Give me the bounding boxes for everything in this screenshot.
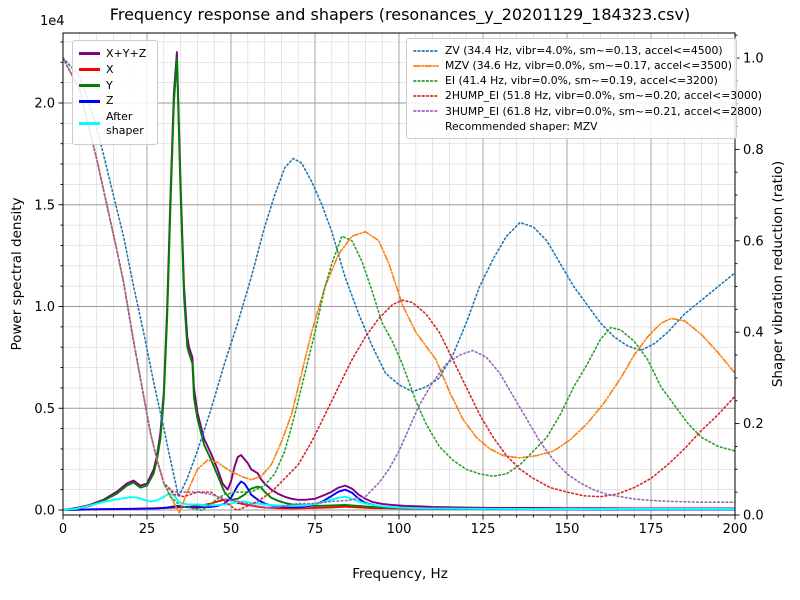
legend-label: 3HUMP_EI (61.8 Hz, vibr=0.0%, sm~=0.21, … [445, 104, 762, 118]
legend-line-swatch [79, 122, 100, 126]
svg-text:175: 175 [639, 522, 664, 537]
legend-label: Z [106, 94, 114, 108]
psd-curve-after-shaper [63, 492, 735, 511]
legend-label: X+Y+Z [106, 47, 147, 60]
svg-text:125: 125 [471, 522, 496, 537]
svg-text:0.0: 0.0 [743, 509, 764, 524]
svg-text:200: 200 [723, 522, 748, 537]
legend-line-swatch [79, 99, 100, 103]
legend-line-swatch [413, 95, 439, 98]
svg-text:150: 150 [555, 522, 580, 537]
legend-line-swatch [413, 124, 439, 130]
legend-psd: X+Y+Z X Y Z After shaper [72, 40, 158, 145]
x-axis-label: Frequency, Hz [352, 566, 448, 582]
legend-label: After shaper [106, 110, 144, 137]
svg-text:1.5: 1.5 [34, 198, 55, 213]
y-left-offset-label: 1e4 [40, 14, 65, 29]
legend-line-swatch [413, 49, 439, 52]
y-right-axis-label: Shaper vibration reduction (ratio) [770, 160, 786, 388]
legend-label: EI (41.4 Hz, vibr=0.0%, sm~=0.19, accel<… [445, 74, 718, 88]
shaper-curve-3hump_ei [63, 57, 735, 509]
legend-label: 2HUMP_EI (51.8 Hz, vibr=0.0%, sm~=0.20, … [445, 89, 762, 103]
legend-shaper-item-ei: EI (41.4 Hz, vibr=0.0%, sm~=0.19, accel<… [413, 73, 730, 88]
svg-text:0.6: 0.6 [743, 234, 764, 249]
legend-line-swatch [79, 52, 100, 56]
legend-line-swatch [79, 68, 100, 72]
legend-recommended-shaper: Recommended shaper: MZV [413, 119, 730, 134]
legend-psd-item-x: X [79, 63, 150, 77]
svg-text:0.2: 0.2 [743, 417, 764, 432]
legend-label: Recommended shaper: MZV [445, 119, 598, 133]
legend-label: ZV (34.4 Hz, vibr=4.0%, sm~=0.13, accel<… [445, 43, 723, 57]
legend-psd-item-z: Z [79, 94, 150, 108]
svg-text:25: 25 [139, 522, 156, 537]
legend-label: X [106, 62, 114, 76]
legend-shaper-item-2hump_ei: 2HUMP_EI (51.8 Hz, vibr=0.0%, sm~=0.20, … [413, 89, 762, 104]
svg-text:0.4: 0.4 [743, 326, 764, 341]
legend-shaper-item-3hump_ei: 3HUMP_EI (61.8 Hz, vibr=0.0%, sm~=0.21, … [413, 104, 762, 119]
y-left-axis-label: Power spectral density [9, 197, 25, 351]
legend-label: Y [106, 78, 113, 92]
legend-line-swatch [413, 64, 439, 67]
legend-shapers: ZV (34.4 Hz, vibr=4.0%, sm~=0.13, accel<… [406, 38, 762, 140]
svg-text:0: 0 [59, 522, 67, 537]
legend-psd-item-after-shaper: After shaper [79, 110, 150, 138]
tick-labels: 0 25 50 75 100 125 150 175 2000.00.51.01.52.00.0… [34, 52, 763, 538]
svg-text:0.5: 0.5 [34, 402, 55, 417]
shaper-curve-zv [63, 57, 735, 498]
legend-psd-item-y: Y [79, 79, 150, 93]
legend-line-swatch [413, 110, 439, 113]
legend-line-swatch [79, 83, 100, 87]
svg-text:100: 100 [387, 522, 412, 537]
svg-text:75: 75 [307, 522, 324, 537]
legend-line-swatch [413, 80, 439, 82]
shaper-curve-mzv [63, 57, 735, 514]
tick-marks [58, 34, 740, 520]
svg-text:0.0: 0.0 [34, 504, 55, 519]
legend-psd-item-x-y-z: X+Y+Z [79, 47, 150, 61]
svg-text:0.8: 0.8 [743, 143, 764, 158]
chart-title: Frequency response and shapers (resonanc… [109, 5, 691, 24]
svg-text:2.0: 2.0 [34, 97, 55, 112]
legend-shaper-item-mzv: MZV (34.6 Hz, vibr=0.0%, sm~=0.17, accel… [413, 58, 732, 73]
legend-shaper-item-zv: ZV (34.4 Hz, vibr=4.0%, sm~=0.13, accel<… [413, 43, 730, 58]
svg-text:1.0: 1.0 [34, 300, 55, 315]
legend-label: MZV (34.6 Hz, vibr=0.0%, sm~=0.17, accel… [445, 59, 732, 73]
svg-text:50: 50 [223, 522, 240, 537]
series-group [63, 51, 735, 514]
psd-curve-y [63, 57, 735, 511]
svg-text:1.0: 1.0 [743, 52, 764, 67]
